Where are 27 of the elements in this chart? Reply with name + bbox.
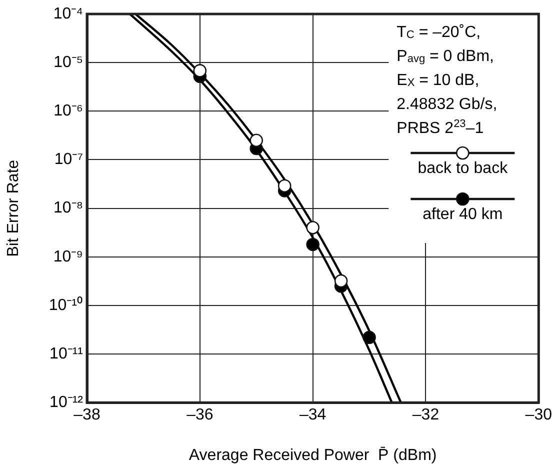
y-tick-label: 10⁻⁹: [53, 248, 83, 266]
point: [362, 330, 376, 344]
annotation: EX = 10 dB,: [396, 72, 480, 89]
legend-label: after 40 km: [422, 206, 503, 223]
y-tick-label: 10⁻¹¹: [50, 345, 83, 362]
point: [250, 134, 264, 148]
y-tick-label: 10⁻⁴: [53, 5, 84, 22]
x-tick-label: –32: [412, 406, 440, 424]
point: [306, 220, 320, 234]
annotation: Pavg = 0 dBm,: [396, 48, 494, 65]
x-tick-label: –34: [299, 406, 326, 424]
x-tick-label: –30: [525, 406, 552, 424]
point: [278, 179, 292, 192]
y-tick-label: 10⁻¹⁰: [48, 296, 83, 314]
y-tick-label: 10⁻⁵: [54, 54, 83, 71]
legend-label: back to back: [418, 160, 509, 177]
annotation: 2.48832 Gb/s,: [396, 96, 498, 113]
point: [334, 274, 348, 288]
y-tick-label: 10⁻⁶: [54, 102, 83, 120]
y-tick-label: 10⁻⁸: [53, 200, 83, 217]
y-tick-label: 10⁻⁷: [54, 151, 84, 168]
annotation: TC = –20˚C,: [396, 24, 481, 41]
y-axis-title: Bit Error Rate: [5, 160, 22, 257]
x-tick-label: –36: [186, 406, 214, 424]
x-axis-title: Average Received Power P̄ (dBm): [188, 446, 437, 464]
point: [193, 64, 207, 78]
point: [306, 238, 320, 252]
